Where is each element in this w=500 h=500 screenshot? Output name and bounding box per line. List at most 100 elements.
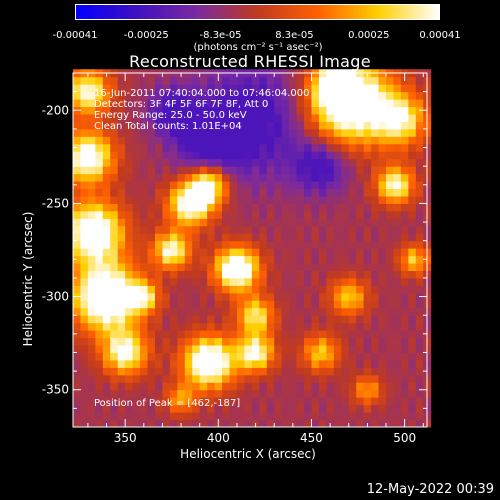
heatmap-cell (147, 218, 156, 227)
heatmap-cell (348, 255, 357, 264)
heatmap-cell (281, 143, 290, 152)
heatmap-cell (147, 181, 156, 190)
heatmap-cell (192, 173, 201, 182)
heatmap-cell (281, 330, 290, 339)
heatmap-cell (333, 84, 342, 93)
heatmap-cell (147, 203, 156, 212)
heatmap-cell (378, 389, 387, 398)
heatmap-cell (184, 285, 193, 294)
heatmap-cell (266, 345, 275, 353)
heatmap-cell (80, 382, 89, 391)
heatmap-cell (169, 397, 178, 406)
heatmap-cell (408, 277, 417, 286)
heatmap-cell (73, 76, 81, 85)
heatmap-cell (274, 382, 283, 391)
heatmap-cell (415, 285, 424, 294)
heatmap-cell (341, 76, 350, 85)
heatmap-cell (236, 76, 245, 85)
heatmap-cell (162, 248, 171, 257)
heatmap-cell (393, 382, 402, 391)
heatmap-cell (311, 248, 320, 257)
heatmap-cell (296, 203, 305, 212)
heatmap-cell (363, 330, 372, 339)
heatmap-cell (132, 210, 141, 219)
heatmap-cell (102, 195, 111, 204)
y-tick-label: -250 (42, 196, 69, 210)
heatmap-cell (415, 195, 424, 204)
heatmap-cell (222, 285, 231, 294)
heatmap-cell (408, 136, 417, 145)
heatmap-cell (102, 218, 111, 227)
heatmap-cell (162, 255, 171, 264)
heatmap-cell (281, 337, 290, 346)
heatmap-cell (73, 151, 81, 160)
heatmap-cell (199, 128, 208, 137)
heatmap-cell (341, 277, 350, 286)
heatmap-cell (222, 419, 231, 428)
heatmap-cell (289, 248, 298, 257)
heatmap-cell (117, 315, 126, 324)
heatmap-cell (281, 255, 290, 264)
heatmap-cell (87, 188, 96, 197)
heatmap-cell (333, 330, 342, 339)
heatmap-cell (251, 337, 260, 346)
heatmap-cell (80, 233, 89, 242)
heatmap-cell (296, 136, 305, 145)
heatmap-cell (222, 345, 231, 353)
heatmap-cell (199, 210, 208, 219)
heatmap-cell (400, 121, 409, 130)
heatmap-cell (110, 210, 119, 219)
heatmap-cell (326, 121, 335, 130)
heatmap-cell (236, 330, 245, 339)
heatmap-cell (229, 263, 238, 271)
heatmap-cell (386, 181, 394, 190)
heatmap-cell (326, 166, 335, 175)
heatmap-cell (259, 181, 268, 190)
heatmap-cell (259, 136, 268, 145)
heatmap-cell (274, 307, 283, 316)
heatmap-cell (356, 240, 365, 249)
heatmap-cell (236, 181, 245, 190)
heatmap-cell (244, 99, 253, 108)
heatmap-cell (318, 136, 327, 145)
heatmap-cell (281, 203, 290, 212)
heatmap-cell (259, 382, 268, 391)
heatmap-cell (236, 277, 245, 286)
heatmap-cell (289, 76, 298, 85)
heatmap-cell (311, 367, 320, 376)
heatmap-cell (341, 345, 350, 353)
heatmap-cell (296, 367, 305, 376)
heatmap-cell (333, 382, 342, 391)
heatmap-cell (125, 225, 134, 234)
heatmap-cell (415, 113, 424, 122)
heatmap-cell (281, 128, 290, 137)
heatmap-cell (125, 240, 134, 249)
heatmap-cell (140, 367, 149, 376)
heatmap-cell (356, 255, 365, 264)
heatmap-cell (341, 128, 350, 137)
heatmap-cell (169, 76, 178, 85)
heatmap-cell (102, 106, 111, 115)
heatmap-cell (117, 128, 126, 137)
heatmap-cell (356, 188, 365, 197)
heatmap-cell (289, 84, 298, 93)
heatmap-cell (371, 277, 380, 286)
heatmap-cell (110, 419, 119, 428)
heatmap-cell (132, 181, 141, 190)
heatmap-cell (184, 240, 193, 249)
heatmap-cell (147, 106, 156, 115)
heatmap-cell (274, 419, 283, 428)
heatmap-cell (318, 225, 327, 234)
heatmap-cell (154, 76, 163, 85)
heatmap-cell (281, 76, 290, 85)
heatmap-cell (222, 255, 231, 264)
heatmap-cell (415, 136, 424, 145)
chart-title: Reconstructed RHESSI Image (129, 52, 371, 71)
heatmap-cell (110, 330, 119, 339)
heatmap-cell (147, 315, 156, 324)
heatmap-cell (326, 374, 335, 383)
heatmap-cell (102, 300, 111, 309)
heatmap-cell (184, 181, 193, 190)
heatmap-cell (378, 121, 387, 130)
heatmap-cell (304, 315, 312, 324)
